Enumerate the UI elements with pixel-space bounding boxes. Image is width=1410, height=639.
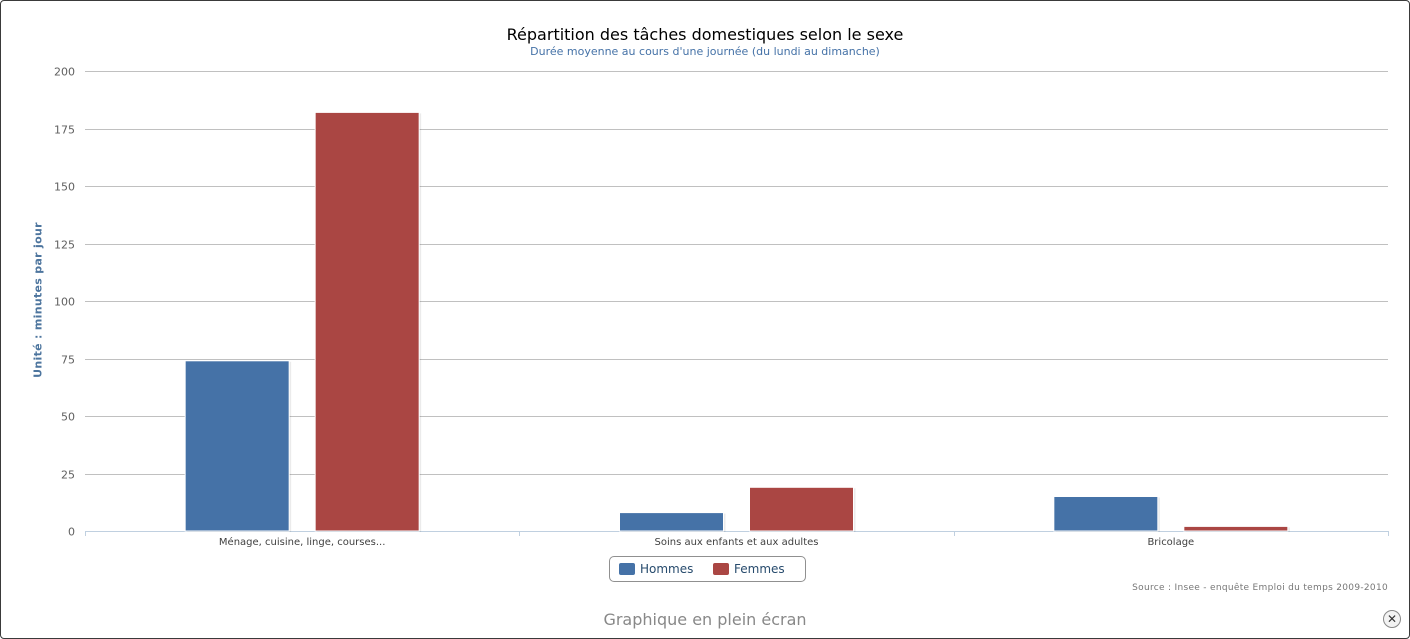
legend-item-femmes[interactable]: Femmes bbox=[713, 562, 785, 576]
legend: Hommes Femmes bbox=[609, 556, 806, 582]
y-tick-label: 100 bbox=[54, 296, 75, 309]
legend-swatch-hommes bbox=[619, 563, 635, 575]
legend-label-hommes: Hommes bbox=[640, 562, 694, 576]
bar-hommes bbox=[619, 512, 724, 532]
y-tick-label: 125 bbox=[54, 239, 75, 252]
chart-subtitle: Durée moyenne au cours d'une journée (du… bbox=[530, 45, 880, 58]
y-tick-label: 0 bbox=[68, 526, 75, 539]
bar-hommes bbox=[1053, 496, 1159, 532]
bar-hommes bbox=[184, 360, 290, 532]
bar-femmes bbox=[749, 486, 854, 532]
y-tick-label: 25 bbox=[61, 469, 75, 482]
fullscreen-label[interactable]: Graphique en plein écran bbox=[603, 610, 807, 629]
x-tick-label: Bricolage bbox=[1147, 537, 1194, 548]
source-note: Source : Insee - enquête Emploi du temps… bbox=[1132, 583, 1388, 593]
x-tick-label: Soins aux enfants et aux adultes bbox=[654, 537, 818, 548]
y-tick-label: 150 bbox=[54, 181, 75, 194]
y-tick-label: 75 bbox=[61, 354, 75, 367]
legend-item-hommes[interactable]: Hommes bbox=[619, 562, 693, 576]
y-tick-label: 50 bbox=[61, 411, 75, 424]
chart-title: Répartition des tâches domestiques selon… bbox=[506, 25, 904, 44]
legend-swatch-femmes bbox=[713, 563, 729, 575]
legend-label-femmes: Femmes bbox=[734, 562, 785, 576]
bar-femmes bbox=[1183, 525, 1289, 532]
y-tick-label: 200 bbox=[54, 66, 75, 79]
x-tick-label: Ménage, cuisine, linge, courses... bbox=[219, 536, 385, 548]
y-tick-label: 175 bbox=[54, 124, 75, 137]
bar-femmes bbox=[314, 111, 420, 532]
close-icon[interactable]: ✕ bbox=[1383, 610, 1401, 628]
y-axis-label: Unité : minutes par jour bbox=[31, 222, 45, 378]
